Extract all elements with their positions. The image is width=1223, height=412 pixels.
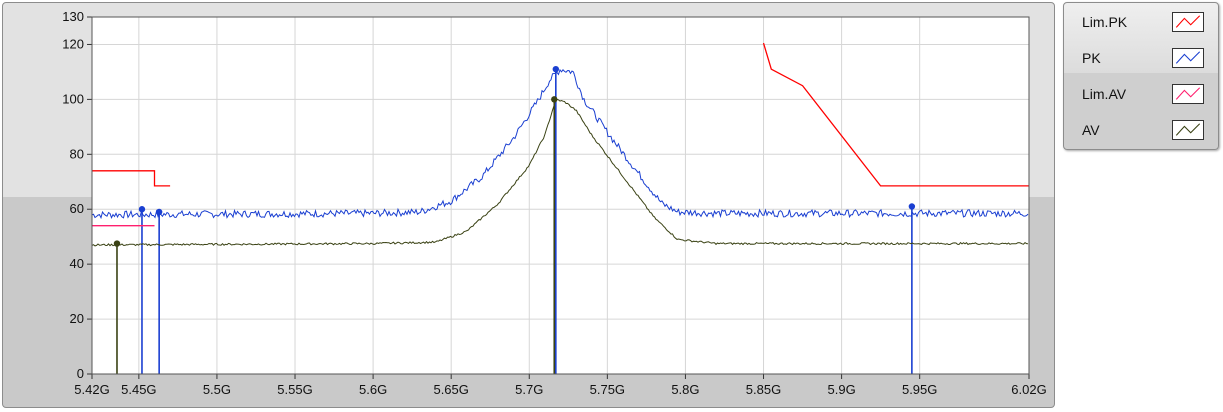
series-line-av [91, 98, 1029, 247]
x-tick-label: 5.42G [74, 382, 109, 397]
marker-point-pk [552, 65, 560, 73]
x-tick-label: 5.8G [671, 382, 699, 397]
x-tick-label: 5.65G [433, 382, 468, 397]
axis-layer: 5.42G 5.45G 5.5G 5.55G 5.6G 5.65G 5.7G 5.75G 5.8… [62, 9, 1046, 397]
x-tick-label: 5.85G [746, 382, 781, 397]
line-sample-icon [1172, 48, 1204, 68]
line-sample-icon [1172, 12, 1204, 32]
marker-point-av [551, 96, 558, 103]
x-tick-label: 5.45G [121, 382, 156, 397]
plot-border [91, 16, 1030, 375]
line-chart: 5.42G 5.45G 5.5G 5.55G 5.6G 5.65G 5.7G 5.75G 5.8… [62, 9, 1046, 397]
legend-item-pk[interactable]: PK [1068, 43, 1214, 73]
legend-label: PK [1082, 50, 1101, 66]
series-line-lim-pk [92, 170, 171, 187]
marker-point-pk [155, 208, 163, 216]
legend-item-lim-pk[interactable]: Lim.PK [1068, 7, 1214, 37]
legend-item-lim-av[interactable]: Lim.AV [1068, 79, 1214, 109]
series-line-pk [91, 68, 1029, 220]
x-tick-label: 5.55G [277, 382, 312, 397]
y-tick-label: 130 [62, 9, 84, 24]
legend: Lim.PK PK Lim.AV AV [1063, 2, 1219, 150]
legend-item-av[interactable]: AV [1068, 115, 1214, 145]
x-tick-label: 5.5G [203, 382, 231, 397]
x-tick-label: 5.6G [359, 382, 387, 397]
x-tick-label: 5.95G [902, 382, 937, 397]
y-tick-label: 0 [77, 366, 84, 381]
line-sample-icon [1172, 84, 1204, 104]
series-layer [91, 42, 1029, 374]
marker-point-pk [908, 203, 916, 210]
legend-label: AV [1082, 122, 1100, 138]
y-tick-label: 120 [62, 36, 84, 51]
plot-area [92, 17, 1029, 374]
legend-label: Lim.PK [1082, 14, 1128, 30]
y-tick-label: 80 [70, 146, 84, 161]
chart-frame: 5.42G 5.45G 5.5G 5.55G 5.6G 5.65G 5.7G 5.75G 5.8… [2, 2, 1055, 408]
y-tick-label: 40 [70, 256, 84, 271]
line-sample-icon [1172, 120, 1204, 140]
x-tick-label: 5.7G [515, 382, 543, 397]
y-tick-label: 60 [70, 201, 84, 216]
marker-point-av [113, 240, 121, 247]
x-tick-label: 5.75G [590, 382, 625, 397]
y-tick-label: 100 [62, 91, 84, 106]
x-tick-label: 5.9G [828, 382, 856, 397]
legend-label: Lim.AV [1082, 86, 1127, 102]
series-line-lim-pk [762, 42, 1029, 187]
grid-layer [92, 17, 1029, 374]
x-tick-label: 6.02G [1011, 382, 1046, 397]
y-tick-label: 20 [70, 311, 84, 326]
marker-point-pk [138, 206, 146, 213]
